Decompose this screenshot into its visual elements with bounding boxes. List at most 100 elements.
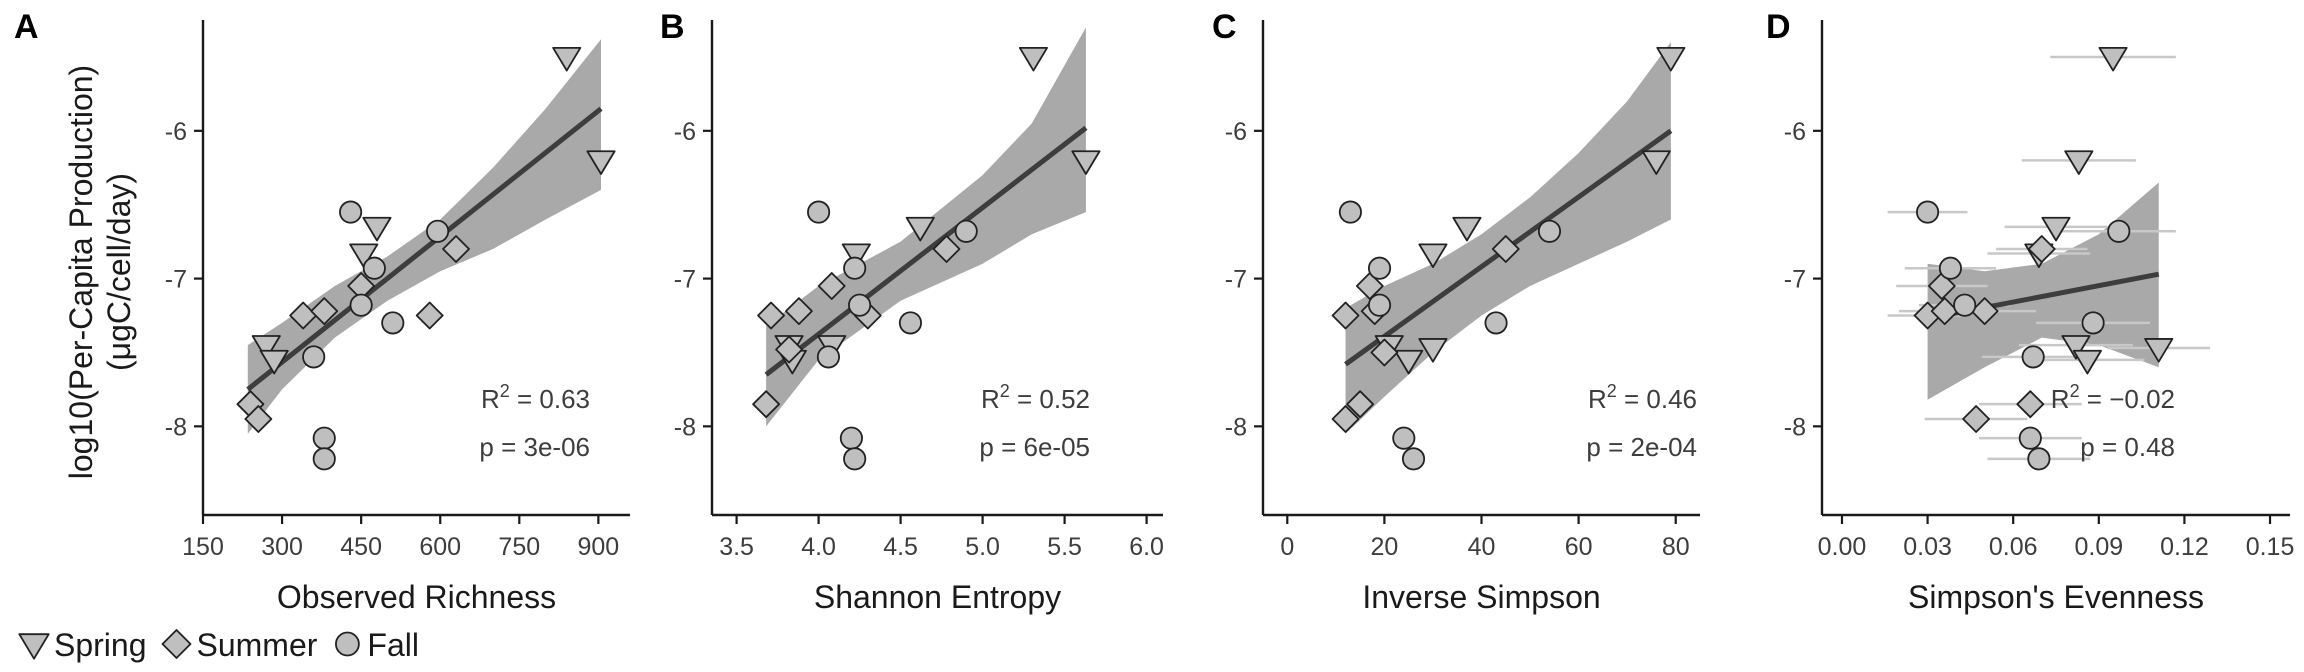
y-tick-label: -7 [1784,266,1806,294]
data-point-fall [302,345,326,369]
x-axis-label: Inverse Simpson [1362,579,1600,615]
data-point-spring [1394,349,1424,375]
panel-label: C [1212,8,1237,46]
data-point-fall [1484,311,1508,335]
data-point-spring [2072,349,2102,375]
data-point-fall [2018,426,2042,450]
data-point-spring [552,46,582,72]
legend-label: Fall [367,627,419,663]
data-point-summer [1346,390,1375,419]
legend-item-spring: Spring [18,627,147,663]
x-tick-label: 0.15 [2246,533,2295,561]
y-tick-label: -6 [674,118,696,146]
legend-item-summer: Summer [161,627,318,663]
data-point-fall [2021,345,2045,369]
data-point-summer [1370,338,1399,367]
y-tick-label: -8 [1225,413,1247,441]
data-point-fall [362,256,386,280]
r-squared-label: R2 = 0.63 [481,381,590,414]
r-squared-label: R2 = 0.52 [981,381,1090,414]
data-point-spring [1418,243,1448,269]
data-point-spring [2098,46,2128,72]
data-point-fall [1916,200,1940,224]
data-point-fall [1338,200,1362,224]
p-value-label: p = 6e-05 [979,432,1090,462]
data-point-summer [1331,405,1360,433]
data-point-spring [1071,150,1101,175]
data-point-fall [954,219,978,243]
panel-label: D [1766,8,1791,46]
x-tick-label: 150 [182,533,224,561]
data-point-summer [775,335,803,364]
data-point-fall [2081,311,2105,335]
data-point-spring [349,243,379,269]
x-tick-label: 0.00 [1818,533,1867,561]
x-tick-label: 4.0 [801,533,836,561]
data-point-summer [2016,390,2045,419]
data-point-summer [442,235,470,263]
y-tick-label: -7 [1225,266,1247,294]
x-tick-label: 0.03 [1903,533,1952,561]
data-point-spring [841,243,871,269]
y-tick-label: -6 [1225,118,1247,146]
data-point-fall [816,345,841,369]
confidence-ribbon [1927,182,2159,400]
y-tick-label: -7 [165,266,187,294]
data-point-fall [843,447,867,471]
data-point-spring [905,216,935,242]
panel-B: B -8 -7 -6 3.5 4.0 4.5 5.0 5.5 6.0 Shannon Entropy… [660,8,1164,615]
data-point-summer [310,297,339,325]
data-point-fall [1938,256,1962,280]
x-tick-label: 40 [1468,533,1496,561]
x-axis-label: Shannon Entropy [814,579,1061,615]
x-tick-label: 5.0 [965,533,1000,561]
data-point-summer [752,390,781,419]
legend-marker-circle [335,631,360,657]
data-point-fall [1367,256,1392,280]
data-point-summer [1331,301,1360,330]
x-tick-label: 80 [1662,533,1690,561]
y-tick-label: -8 [674,413,696,441]
panel-label: A [14,8,39,46]
data-point-fall [339,200,363,224]
data-point-spring [1452,216,1482,242]
data-point-fall [312,447,336,471]
x-tick-label: 4.5 [883,533,918,561]
legend-marker-triangle-down [18,633,50,660]
data-point-summer [785,297,813,325]
x-axis-label: Observed Richness [277,579,556,615]
data-point-spring [1641,150,1671,175]
y-tick-label: -6 [165,118,187,146]
data-point-fall [1401,447,1426,471]
data-point-summer [757,301,785,330]
data-point-spring [2061,335,2091,360]
data-point-spring [586,150,616,175]
y-tick-label: -8 [1784,413,1806,441]
data-point-fall [1392,426,1416,450]
x-tick-label: 0.09 [2074,533,2123,561]
data-point-fall [1367,293,1392,317]
data-point-fall [1953,293,1977,317]
data-point-fall [312,426,336,450]
regression-line [764,125,1088,377]
legend-label: Spring [54,627,147,663]
y-axis-label: log10(Per-Capita Production) (μgC/cell/d… [63,65,137,479]
x-tick-label: 3.5 [719,533,754,561]
r-squared-label: R2 = 0.46 [1588,381,1697,414]
data-point-summer [1491,235,1520,263]
regression-line [246,106,603,392]
data-point-fall [839,426,863,450]
data-point-fall [843,256,867,280]
x-tick-label: 0.06 [1989,533,2038,561]
x-tick-label: 0 [1280,533,1294,561]
panel-label: B [660,8,685,46]
x-tick-label: 750 [498,533,540,561]
data-point-summer [932,235,961,263]
data-point-spring [1418,338,1448,363]
data-point-summer [817,272,846,300]
x-tick-label: 20 [1370,533,1398,561]
p-value-label: p = 2e-04 [1586,432,1697,462]
p-value-label: p = 0.48 [2080,432,2175,462]
data-point-spring [1656,46,1686,72]
